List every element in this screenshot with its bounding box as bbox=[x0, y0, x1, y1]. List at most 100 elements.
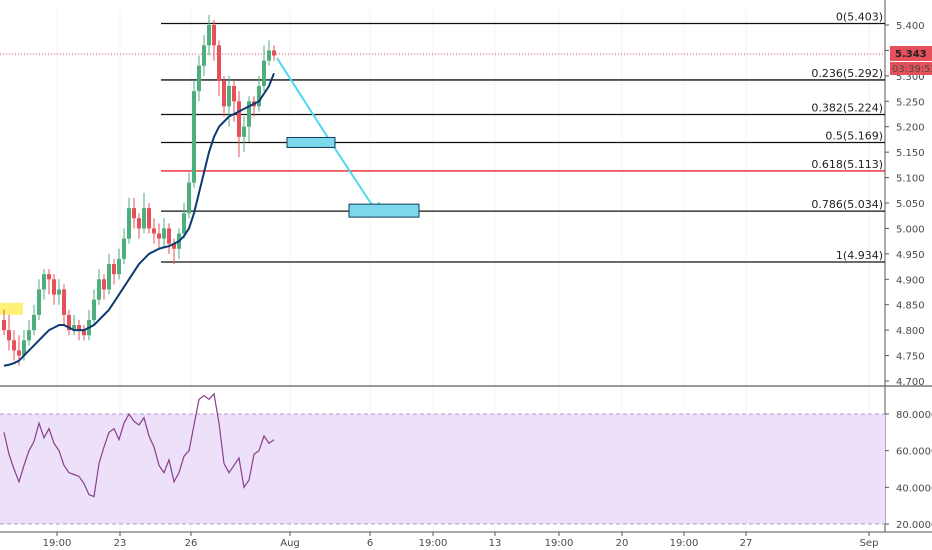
candle-body bbox=[207, 25, 211, 46]
candle-body bbox=[157, 233, 161, 239]
fib-level-label: 0.786(5.034) bbox=[811, 198, 883, 211]
price-tick-label: 5.050 bbox=[896, 199, 925, 210]
time-tick-label: 19:00 bbox=[43, 538, 72, 549]
candle-body bbox=[107, 264, 111, 290]
target-box-0.786 bbox=[348, 203, 420, 218]
candle-body bbox=[12, 340, 16, 351]
candle-body bbox=[82, 330, 86, 336]
price-tick-label: 4.850 bbox=[896, 301, 925, 312]
price-tick-label: 4.950 bbox=[896, 250, 925, 261]
fib-level-label: 0.5(5.169) bbox=[825, 129, 883, 142]
time-tick-label: 13 bbox=[489, 538, 502, 549]
fib-level-label: 0.382(5.224) bbox=[811, 102, 883, 115]
target-box-0.5 bbox=[286, 136, 336, 148]
price-tick-label: 4.800 bbox=[896, 326, 925, 337]
rsi-tick-label: 80.0000 bbox=[896, 410, 932, 421]
candle-body bbox=[182, 213, 186, 234]
time-tick-label: 19:00 bbox=[419, 538, 448, 549]
fibonacci-retracement: 0(5.403) 0.236(5.292) 0.382(5.224) 0.5(5.16… bbox=[161, 10, 885, 263]
projection-path bbox=[276, 57, 377, 212]
rsi-overbought-oversold-band bbox=[0, 414, 885, 524]
candle-body bbox=[192, 91, 196, 183]
countdown-bg bbox=[890, 61, 932, 75]
candle-body bbox=[17, 350, 21, 356]
projection-arrow bbox=[276, 57, 420, 218]
price-tick-label: 5.400 bbox=[896, 21, 925, 32]
price-tick-label: 4.750 bbox=[896, 352, 925, 363]
price-tick-label: 5.250 bbox=[896, 97, 925, 108]
price-tick-label: 5.000 bbox=[896, 224, 925, 235]
candle-body bbox=[237, 101, 241, 137]
candle-body bbox=[162, 228, 166, 239]
candle-body bbox=[67, 314, 71, 331]
rsi-tick-label: 40.0000 bbox=[896, 483, 932, 494]
rsi-tick-label: 20.0000 bbox=[896, 520, 932, 531]
candle-body bbox=[2, 319, 6, 331]
candle-body bbox=[117, 258, 121, 275]
time-tick-label: 19:00 bbox=[670, 538, 699, 549]
candle-body bbox=[97, 279, 101, 300]
price-tick-label: 5.300 bbox=[896, 72, 925, 83]
candle-body bbox=[242, 126, 246, 137]
candle-body bbox=[202, 45, 206, 66]
candle-body bbox=[212, 25, 216, 46]
time-tick-label: Sep bbox=[860, 538, 879, 549]
candle-body bbox=[77, 325, 81, 331]
candle-body bbox=[262, 60, 266, 87]
candle-body bbox=[22, 340, 26, 356]
candle-body bbox=[197, 65, 201, 92]
candle-body bbox=[217, 45, 221, 81]
time-tick-label: 19:00 bbox=[545, 538, 574, 549]
current-price-label: 5.343 bbox=[895, 49, 927, 60]
candle-body bbox=[62, 289, 66, 315]
candle-body bbox=[272, 50, 276, 56]
candle-body bbox=[232, 86, 236, 102]
countdown-label: 03:39:52 bbox=[892, 64, 932, 75]
current-price-badge: 5.343 03:39:52 bbox=[890, 45, 932, 75]
candle-body bbox=[152, 228, 156, 234]
moving-average-line bbox=[3, 72, 275, 367]
time-tick-label: 26 bbox=[185, 538, 198, 549]
time-axis: 19:00 23 26 Aug 6 19:00 13 19:00 20 19:00 27 Sep bbox=[43, 532, 879, 549]
time-tick-label: 23 bbox=[114, 538, 127, 549]
candle-body bbox=[167, 228, 171, 244]
current-price-bg bbox=[890, 45, 932, 61]
price-tick-label: 5.100 bbox=[896, 174, 925, 185]
candle-body bbox=[227, 86, 231, 107]
rsi-tick-label: 60.0000 bbox=[896, 447, 932, 458]
fib-level-label: 0.236(5.292) bbox=[811, 67, 883, 80]
candle-body bbox=[172, 243, 176, 249]
highlight-marker bbox=[0, 302, 23, 315]
candle-body bbox=[37, 289, 41, 315]
candle-body bbox=[267, 50, 271, 61]
candle-body bbox=[102, 279, 106, 290]
candle-body bbox=[47, 274, 51, 280]
candle-body bbox=[127, 208, 131, 239]
candle-body bbox=[52, 279, 56, 295]
candle-body bbox=[247, 101, 251, 127]
fib-level-label: 0(5.403) bbox=[836, 10, 883, 23]
time-tick-label: 27 bbox=[740, 538, 753, 549]
rsi-line bbox=[3, 392, 275, 498]
candle-body bbox=[222, 80, 226, 107]
time-tick-label: Aug bbox=[280, 538, 300, 549]
candle-body bbox=[72, 325, 76, 331]
candle-body bbox=[92, 299, 96, 320]
candle-body bbox=[42, 274, 46, 290]
candle-body bbox=[122, 238, 126, 259]
candle-body bbox=[112, 264, 116, 275]
candle-body bbox=[32, 314, 36, 331]
candle-body bbox=[187, 182, 191, 214]
candle-body bbox=[147, 208, 151, 229]
candle-body bbox=[137, 218, 141, 229]
candle-body bbox=[57, 289, 61, 295]
rsi-axis: 80.0000 60.0000 40.0000 20.0000 bbox=[885, 410, 932, 531]
time-tick-label: 20 bbox=[616, 538, 629, 549]
candle-body bbox=[257, 86, 261, 107]
candle-body bbox=[27, 330, 31, 341]
fib-level-label: 1(4.934) bbox=[836, 249, 883, 262]
candle-body bbox=[7, 330, 11, 341]
time-tick-label: 6 bbox=[367, 538, 373, 549]
